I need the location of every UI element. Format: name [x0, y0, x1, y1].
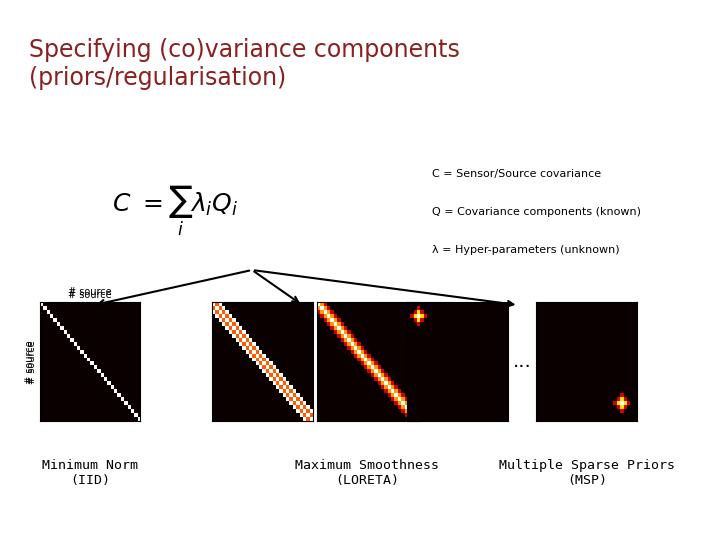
Text: Multiple Sparse Priors
(MSP): Multiple Sparse Priors (MSP)	[499, 459, 675, 487]
Text: ...: ...	[513, 352, 531, 372]
Text: # source: # source	[68, 287, 112, 297]
Text: Maximum Smoothness
(LORETA): Maximum Smoothness (LORETA)	[295, 459, 439, 487]
Text: Q = Covariance components (known): Q = Covariance components (known)	[432, 207, 641, 217]
Text: $C\ =\sum_i \lambda_i Q_i$: $C\ =\sum_i \lambda_i Q_i$	[112, 183, 238, 238]
Text: # source: # source	[24, 340, 35, 383]
Text: Minimum Norm
(IID): Minimum Norm (IID)	[42, 459, 138, 487]
Text: Specifying (co)variance components
(priors/regularisation): Specifying (co)variance components (prio…	[29, 38, 459, 90]
Text: # source: # source	[68, 290, 112, 300]
Text: C = Sensor/Source covariance: C = Sensor/Source covariance	[432, 169, 601, 179]
Text: λ = Hyper-parameters (unknown): λ = Hyper-parameters (unknown)	[432, 245, 620, 255]
Y-axis label: # source: # source	[27, 340, 37, 383]
